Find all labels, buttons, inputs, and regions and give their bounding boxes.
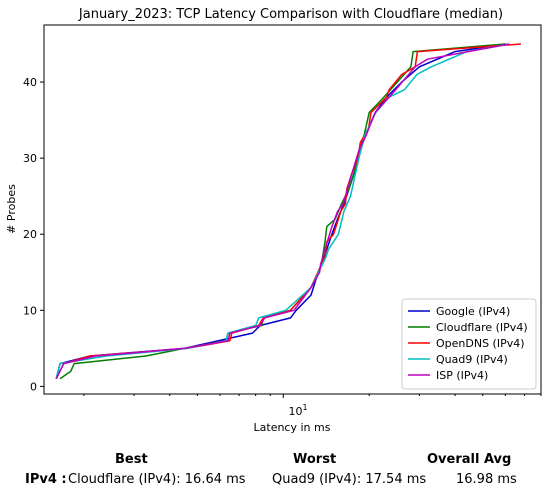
worst-value: Quad9 (IPv4): 17.54 ms <box>272 472 427 487</box>
chart-title: January_2023: TCP Latency Comparison wit… <box>78 7 503 22</box>
series-line-2 <box>55 43 521 380</box>
legend-entry: ISP (IPv4) <box>436 369 488 382</box>
y-axis-label: # Probes <box>5 184 18 234</box>
x-axis: 101 <box>83 394 542 418</box>
x-tick-label: 101 <box>288 403 307 418</box>
best-header: Best <box>115 452 148 467</box>
worst-header: Worst <box>293 452 337 467</box>
best-value: Cloudflare (IPv4): 16.64 ms <box>68 472 246 487</box>
x-axis-label: Latency in ms <box>254 421 331 434</box>
avg-value: 16.98 ms <box>456 472 517 487</box>
avg-header: Overall Avg <box>427 452 512 467</box>
series-lines <box>55 43 521 380</box>
legend-entry: Quad9 (IPv4) <box>436 353 508 366</box>
legend-entry: Cloudflare (IPv4) <box>436 321 528 334</box>
latency-chart: January_2023: TCP Latency Comparison wit… <box>5 7 542 434</box>
legend-entry: Google (IPv4) <box>436 305 510 318</box>
plot-frame <box>43 24 542 395</box>
y-tick-label: 40 <box>23 76 37 89</box>
legend-box <box>401 298 537 390</box>
series-line-3 <box>55 43 510 379</box>
y-axis: 0 10 20 30 40 <box>23 76 44 393</box>
legend-entry: OpenDNS (IPv4) <box>436 337 525 350</box>
y-tick-label: 30 <box>23 152 37 165</box>
y-tick-label: 10 <box>23 304 37 317</box>
series-line-4 <box>55 43 510 380</box>
y-tick-label: 0 <box>30 380 37 393</box>
legend: Google (IPv4) Cloudflare (IPv4) OpenDNS (I… <box>401 298 537 390</box>
y-tick-label: 20 <box>23 228 37 241</box>
ipv4-row-label: IPv4 : <box>25 472 67 487</box>
